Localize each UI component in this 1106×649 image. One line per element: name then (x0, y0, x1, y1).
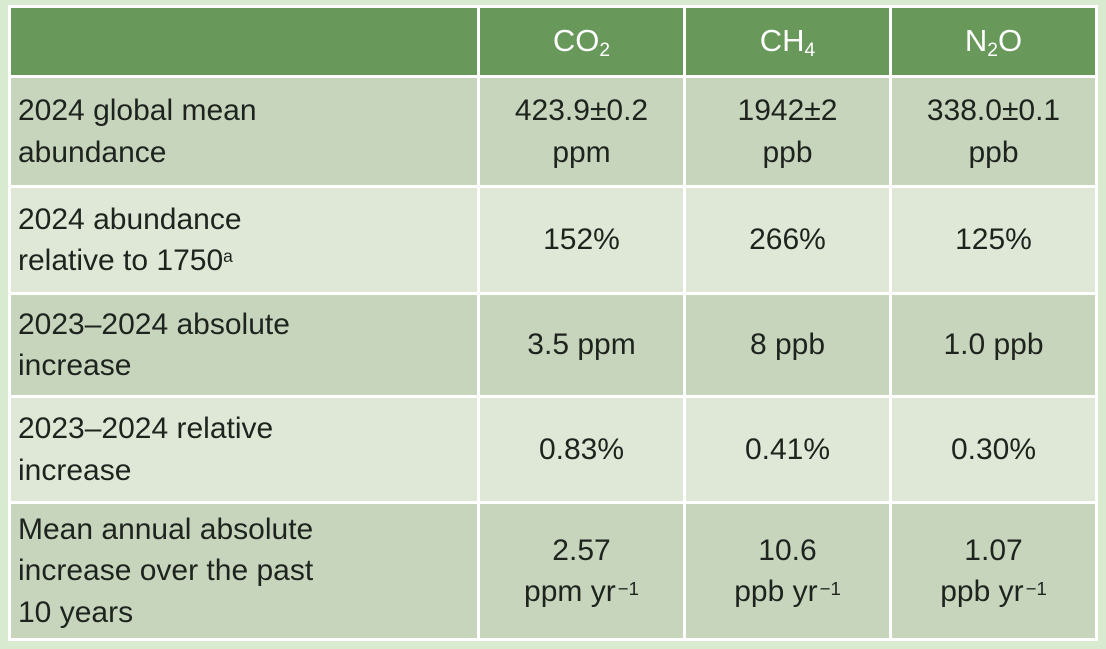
value-cell-ch4: 8 ppb (686, 295, 889, 395)
row-label: 2023–2024 absolute increase (11, 295, 477, 395)
row-label: Mean annual absolute increase over the p… (11, 504, 477, 638)
table-row-relative-increase: 2023–2024 relative increase 0.83% 0.41% … (11, 398, 1095, 501)
value-cell-co2: 152% (480, 188, 683, 292)
header-row: CO2 CH4 N2O (11, 8, 1095, 75)
n2o-formula: N2O (964, 23, 1023, 62)
value-cell-ch4: 0.41% (686, 398, 889, 501)
value-cell-co2: 2.57 ppm yr −1 (480, 504, 683, 638)
table-row-mean-annual-increase: Mean annual absolute increase over the p… (11, 504, 1095, 638)
value-cell-ch4: 10.6 ppb yr −1 (686, 504, 889, 638)
exponent: −1 (819, 577, 841, 599)
header-blank-cell (11, 8, 477, 75)
co2-formula: CO2 (552, 23, 611, 62)
value-cell-n2o: 1.07 ppb yr −1 (892, 504, 1095, 638)
value-cell-co2: 423.9±0.2 ppm (480, 78, 683, 185)
header-n2o: N2O (892, 8, 1095, 75)
value-cell-n2o: 1.0 ppb (892, 295, 1095, 395)
value-cell-co2: 3.5 ppm (480, 295, 683, 395)
exponent: −1 (617, 577, 639, 599)
value-cell-co2: 0.83% (480, 398, 683, 501)
value-cell-n2o: 338.0±0.1 ppb (892, 78, 1095, 185)
ch4-formula: CH4 (759, 23, 816, 62)
table-row-abundance-relative-1750: 2024 abundance relative to 1750a 152% 26… (11, 188, 1095, 292)
table-row-global-mean-abundance: 2024 global mean abundance 423.9±0.2 ppm… (11, 78, 1095, 185)
value-cell-n2o: 0.30% (892, 398, 1095, 501)
row-label: 2024 global mean abundance (11, 78, 477, 185)
row-label: 2024 abundance relative to 1750a (11, 188, 477, 292)
value-cell-ch4: 266% (686, 188, 889, 292)
value-cell-ch4: 1942±2 ppb (686, 78, 889, 185)
footnote-marker: a (223, 246, 233, 267)
ghg-table: CO2 CH4 N2O 2024 global mean abundance 4… (8, 5, 1098, 641)
header-co2: CO2 (480, 8, 683, 75)
row-label: 2023–2024 relative increase (11, 398, 477, 501)
value-cell-n2o: 125% (892, 188, 1095, 292)
table-row-absolute-increase: 2023–2024 absolute increase 3.5 ppm 8 pp… (11, 295, 1095, 395)
header-ch4: CH4 (686, 8, 889, 75)
exponent: −1 (1025, 577, 1047, 599)
